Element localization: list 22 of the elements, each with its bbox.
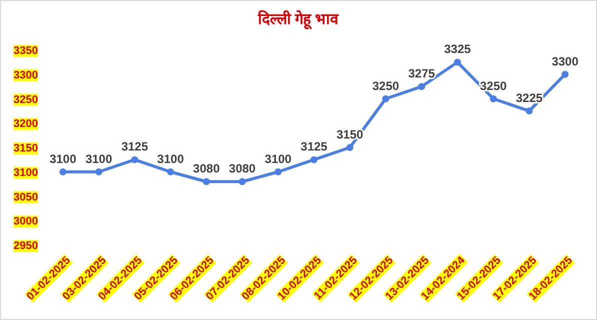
ytick: 3050 bbox=[14, 191, 38, 204]
data-label: 3100 bbox=[50, 152, 76, 166]
data-label: 3100 bbox=[264, 152, 292, 166]
ytick: 3100 bbox=[14, 166, 38, 179]
data-label: 3275 bbox=[408, 66, 435, 81]
data-label: 3100 bbox=[85, 152, 112, 166]
data-label: 3080 bbox=[193, 162, 220, 176]
data-label: 3125 bbox=[300, 140, 328, 154]
ytick: 3150 bbox=[14, 142, 38, 154]
ytick: 3350 bbox=[14, 45, 38, 57]
ytick: 2950 bbox=[14, 240, 38, 252]
data-label: 3125 bbox=[121, 140, 148, 154]
data-label: 3080 bbox=[228, 162, 256, 176]
ytick: 3200 bbox=[14, 118, 38, 130]
ytick: 3250 bbox=[14, 94, 38, 106]
data-label: 3300 bbox=[552, 54, 578, 68]
ytick: 3300 bbox=[14, 69, 38, 82]
data-label: 3100 bbox=[157, 152, 184, 166]
title: दिल्ली गेहू भाव bbox=[258, 11, 338, 28]
data-label: 3325 bbox=[444, 42, 471, 56]
ytick: 3000 bbox=[14, 216, 38, 228]
data-label: 3250 bbox=[372, 78, 400, 93]
